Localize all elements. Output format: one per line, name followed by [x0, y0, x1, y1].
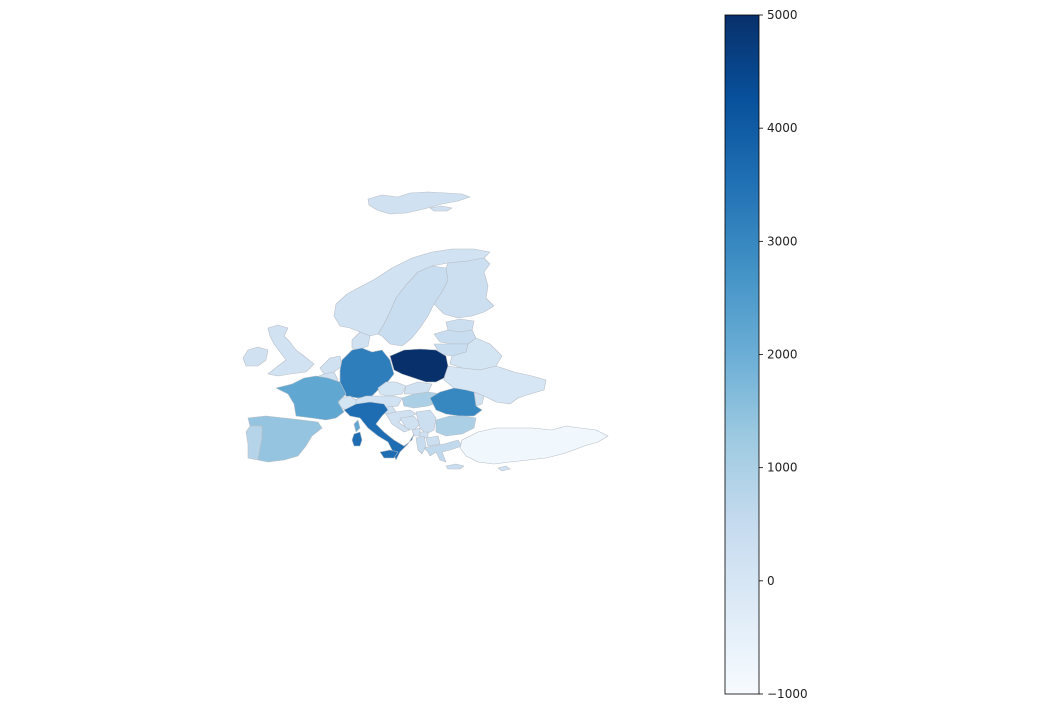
region-iceland — [367, 191, 471, 215]
region-corsica — [353, 419, 361, 433]
europe-map — [242, 191, 609, 472]
region-sicily — [379, 449, 399, 459]
region-finland — [433, 257, 495, 319]
region-france — [275, 375, 347, 421]
region-bulgaria — [435, 415, 477, 437]
colorbar: 5000 4000 3000 2000 1000 0 −1000 — [724, 8, 808, 701]
region-portugal — [245, 425, 263, 461]
region-crete — [445, 463, 465, 470]
colorbar-tick-label: 5000 — [767, 8, 798, 22]
region-sardinia — [351, 431, 363, 447]
colorbar-ticks: 5000 4000 3000 2000 1000 0 −1000 — [759, 8, 808, 701]
region-united-kingdom — [267, 324, 315, 377]
region-latvia — [433, 329, 477, 345]
colorbar-tick-label: 2000 — [767, 348, 798, 362]
region-ireland — [242, 346, 269, 367]
region-serbia — [415, 409, 437, 435]
region-netherlands — [319, 355, 343, 375]
region-italy — [343, 401, 415, 461]
region-belarus — [449, 337, 503, 371]
colorbar-tick-label: 4000 — [767, 121, 798, 135]
region-iceland-islet — [429, 205, 453, 212]
region-poland — [389, 348, 449, 383]
region-czechia — [377, 381, 407, 397]
region-romania — [429, 387, 483, 417]
region-denmark — [351, 331, 371, 351]
region-north-macedonia — [425, 435, 441, 447]
colorbar-tick-label: 3000 — [767, 234, 798, 248]
region-greece — [423, 439, 463, 463]
region-sweden — [377, 265, 449, 347]
region-albania — [415, 435, 427, 455]
colorbar-gradient — [724, 14, 760, 695]
colorbar-tick-label: 0 — [767, 574, 775, 588]
colorbar-tick-label: −1000 — [767, 687, 808, 701]
region-cyprus — [497, 465, 511, 472]
region-estonia — [445, 318, 475, 333]
region-bosnia — [399, 415, 421, 431]
colorbar-tick-label: 1000 — [767, 461, 798, 475]
region-turkey — [459, 425, 609, 465]
